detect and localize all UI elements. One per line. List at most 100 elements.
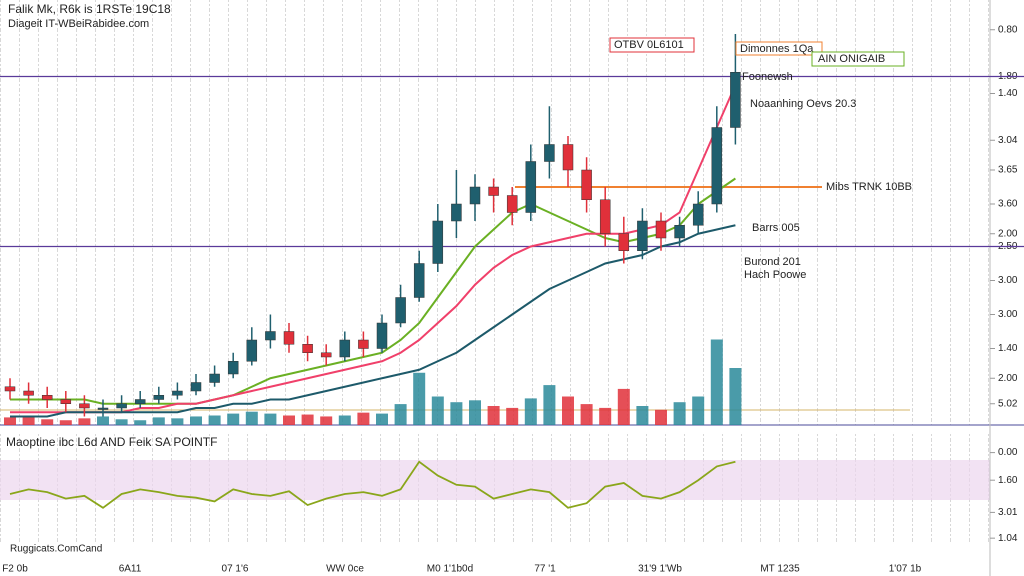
volume-bar bbox=[469, 400, 481, 425]
x-tick-label: 1'07 1b bbox=[889, 564, 922, 575]
volume-bar bbox=[617, 388, 630, 425]
candle-body bbox=[432, 220, 444, 264]
candle-body bbox=[116, 403, 127, 409]
subtitle: Diageit IT-WBeiRabidee.com bbox=[8, 18, 149, 30]
volume-bar bbox=[692, 396, 705, 425]
title: Falik Mk, R6k is 1RSTe 19C18 bbox=[8, 2, 171, 16]
volume-bar bbox=[115, 419, 128, 425]
volume-bar bbox=[171, 418, 184, 425]
volume-bar bbox=[562, 396, 574, 425]
y-tick-label: 1.04 bbox=[998, 533, 1018, 544]
candle-body bbox=[302, 344, 313, 353]
volume-bar bbox=[264, 413, 277, 425]
x-tick-label: 31'9 1'Wb bbox=[638, 564, 682, 575]
y-tick-label: 1.40 bbox=[998, 343, 1018, 354]
volume-bar bbox=[190, 416, 202, 425]
candle-body bbox=[525, 161, 537, 213]
candle-body bbox=[618, 233, 630, 251]
candle-body bbox=[469, 186, 481, 205]
y-tick-label: 3.60 bbox=[998, 199, 1018, 210]
volume-bar bbox=[376, 413, 388, 425]
x-tick-label: 77 '1 bbox=[534, 564, 556, 575]
y-tick-label: 2.00 bbox=[998, 228, 1018, 239]
annotations: OTBV 0L6101 Dimonnes 1Qa AIN ONIGAIB Foo… bbox=[609, 37, 912, 281]
y-tick-label: 1.40 bbox=[998, 88, 1018, 99]
annotation-box bbox=[811, 51, 905, 67]
volume-bar bbox=[338, 415, 351, 425]
volume-bar bbox=[357, 412, 370, 425]
candle-body bbox=[190, 382, 202, 392]
candle-body bbox=[488, 186, 499, 196]
x-tick-label: MT 1235 bbox=[760, 564, 800, 575]
candle-body bbox=[562, 144, 574, 171]
volume-bar bbox=[78, 418, 91, 425]
annotation: Burond 201 bbox=[744, 256, 801, 268]
volume-bar bbox=[636, 406, 649, 425]
candle-body bbox=[153, 395, 165, 400]
volume-bar bbox=[283, 415, 295, 425]
moving-average bbox=[10, 177, 736, 405]
y-tick-label: 3.65 bbox=[998, 165, 1018, 176]
candle-body bbox=[134, 399, 146, 404]
annotation: Noaanhing Oevs 20.3 bbox=[750, 98, 856, 110]
y-tick-label: 0.00 bbox=[998, 447, 1018, 458]
candle-body bbox=[376, 322, 388, 349]
y-tick-label: 3.01 bbox=[998, 507, 1018, 518]
y-tick-label: 5.02 bbox=[998, 398, 1018, 409]
y-tick-label: 3.04 bbox=[998, 135, 1018, 146]
candle-body bbox=[413, 263, 425, 298]
x-tick-label: M0 1'1b0d bbox=[427, 564, 473, 575]
volume-bar bbox=[543, 385, 556, 425]
moving-average bbox=[10, 224, 736, 418]
volume-bar bbox=[599, 407, 612, 425]
volume-bar bbox=[320, 416, 333, 425]
candle-body bbox=[674, 225, 685, 239]
volume-bar bbox=[450, 402, 463, 425]
candle-body bbox=[637, 220, 648, 251]
volume-bar bbox=[208, 415, 221, 425]
volume-bar bbox=[245, 411, 258, 425]
candle-body bbox=[320, 352, 332, 358]
volume-bar bbox=[41, 419, 54, 425]
annotation: Hach Poowe bbox=[744, 269, 806, 281]
candle-body bbox=[655, 220, 667, 239]
y-tick-label: 1.60 bbox=[998, 475, 1018, 486]
candle-body bbox=[358, 339, 369, 349]
candle-body bbox=[395, 297, 406, 324]
candle-body bbox=[692, 203, 704, 226]
volume-bar bbox=[4, 417, 16, 425]
x-tick-label: F2 0b bbox=[2, 564, 28, 575]
volume-bar bbox=[655, 409, 667, 425]
indicator-line bbox=[9, 460, 736, 509]
volume-bar bbox=[431, 396, 444, 425]
candle-body bbox=[283, 331, 295, 345]
volume-bar bbox=[673, 402, 686, 425]
annotation: Dimonnes 1Qa bbox=[740, 43, 814, 55]
y-tick-label: 0.80 bbox=[998, 24, 1018, 35]
volume-bar bbox=[59, 420, 72, 425]
indicator-band bbox=[0, 460, 990, 500]
moving-average bbox=[10, 84, 737, 414]
indicator-title: Maoptine ibc L6d AND Feik SA POINTF bbox=[6, 435, 217, 449]
candle-body bbox=[4, 386, 16, 392]
volume-bar bbox=[134, 420, 147, 425]
y-tick-label: 3.00 bbox=[998, 309, 1018, 320]
annotation: Barrs 005 bbox=[752, 222, 800, 234]
candle-body bbox=[227, 361, 239, 375]
grid bbox=[0, 0, 990, 425]
y-tick-label: 2.00 bbox=[998, 373, 1018, 384]
annotation: Foonewsh bbox=[742, 71, 793, 83]
volume-bar bbox=[97, 416, 109, 425]
candle-body bbox=[209, 373, 220, 383]
annotation: Mibs TRNK 10BB bbox=[826, 181, 912, 193]
candle-body bbox=[23, 390, 34, 396]
candle-body bbox=[730, 72, 741, 128]
volume-bar bbox=[506, 407, 519, 425]
volume-bar bbox=[301, 414, 314, 425]
annotation: OTBV 0L6101 bbox=[614, 39, 684, 51]
annotation-box bbox=[735, 41, 823, 56]
volume-bar bbox=[710, 339, 723, 425]
candle-body bbox=[581, 169, 592, 200]
candle-body bbox=[79, 403, 90, 409]
